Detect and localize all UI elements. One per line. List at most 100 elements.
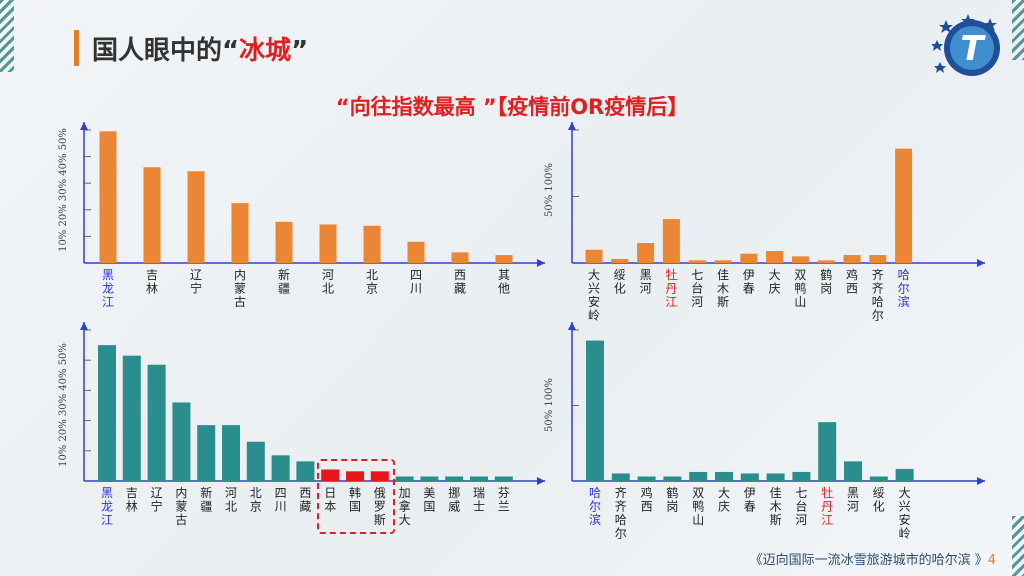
category-label: 大兴安岭 [588,268,600,323]
category-label-char: 蒙 [234,282,246,296]
category-label-char: 岭 [899,527,911,541]
category-label-char: 国 [423,500,435,514]
category-label-char: 士 [473,500,485,514]
bar [662,219,680,263]
category-label: 鹤岗 [820,267,832,296]
bar [844,461,862,481]
category-label: 韩国 [349,485,361,514]
category-label: 瑞士 [473,486,485,514]
category-label-char: 江 [101,513,113,527]
bar [321,469,340,481]
category-label: 黑河 [640,268,652,296]
category-label-char: 哈 [589,486,601,500]
category-label-char: 新 [200,485,212,500]
category-label-char: 龙 [101,500,113,514]
category-label: 河北 [322,268,334,296]
bar [346,471,364,481]
category-label: 新疆 [278,267,290,296]
bar [663,476,682,481]
category-label-char: 大 [769,268,781,282]
category-label-char: 山 [794,295,806,309]
category-label-char: 四 [275,486,287,500]
bar [231,203,249,263]
category-label-char: 七 [795,486,807,500]
bar [246,441,265,481]
category-label-char: 鹤 [820,267,832,282]
category-label: 其他 [498,268,510,296]
category-label: 西藏 [299,486,311,514]
category-label: 大庆 [718,486,730,514]
bar [143,167,161,263]
y-axis-arrow-icon [80,122,88,130]
bar [637,476,656,481]
category-label-char: 齐 [615,499,627,514]
category-label-char: 春 [743,282,755,296]
category-label-char: 大 [899,486,911,500]
category-label: 鹤岗 [666,485,678,514]
category-label: 美国 [423,486,435,514]
bar [688,260,706,263]
category-label-char: 尔 [615,526,627,541]
category-label-char: 本 [324,500,336,514]
category-label-char: 京 [250,500,262,514]
category-label-char: 哈 [898,268,910,282]
footer-text: 《迈向国际一流冰雪旅游城市的哈尔滨 》 [749,553,988,568]
category-label-char: 辽 [190,268,202,282]
category-label-char: 黑 [640,268,652,282]
category-label-char: 藏 [454,282,466,296]
bar [766,251,784,263]
category-label-char: 西 [299,486,311,500]
category-label-char: 龙 [102,282,114,296]
category-label-char: 俄 [374,486,386,500]
category-label: 绥化 [614,268,626,296]
category-label-char: 吉 [126,486,138,500]
category-label-char: 庆 [718,500,730,514]
page-title: 国人眼中的“冰城” [92,36,309,66]
bar [843,255,861,263]
category-label-char: 新 [278,267,290,282]
bar [611,473,630,481]
category-label-char: 芬 [498,486,510,500]
category-label-char: 丹 [821,500,833,514]
category-label: 辽宁 [151,486,163,514]
y-tick-labels: 10% 20% 30% 40% 50% [58,128,69,252]
category-label: 鸡西 [846,267,858,296]
category-label-char: 江 [102,295,114,309]
star-logo-icon: T [932,14,1000,76]
bar [187,171,205,263]
bar [766,473,785,481]
category-label: 双鸭山 [692,486,704,527]
category-label-char: 西 [641,500,653,514]
bar [714,260,732,263]
bar [637,243,655,263]
category-label-char: 河 [795,513,807,527]
category-label-char: 美 [423,486,435,500]
category-label-char: 安 [899,512,911,527]
category-label-char: 鹤 [666,485,678,500]
bar [470,476,488,481]
category-label: 大兴安岭 [899,486,911,541]
category-label: 辽宁 [190,268,202,296]
category-label-char: 大 [588,268,600,282]
bar [370,471,389,481]
category-label-char: 木 [770,500,782,514]
bar [122,355,141,481]
bar [407,241,425,263]
category-label: 牡丹江 [665,267,677,309]
category-label-char: 北 [366,268,378,282]
y-axis-arrow-icon [80,322,88,330]
category-label-char: 江 [665,295,677,309]
category-label: 挪威 [448,486,460,514]
category-label-char: 伊 [743,268,755,282]
category-label-char: 蒙 [175,500,187,514]
category-label-char: 牡 [665,267,677,282]
category-label-char: 挪 [448,486,460,500]
category-label: 黑龙江 [101,486,113,527]
y-tick-labels: 50% 100% [544,163,555,217]
bar [689,471,708,481]
bar [715,471,733,481]
category-label-char: 兰 [498,500,510,514]
bar [494,476,513,481]
category-label-char: 伊 [744,486,756,500]
